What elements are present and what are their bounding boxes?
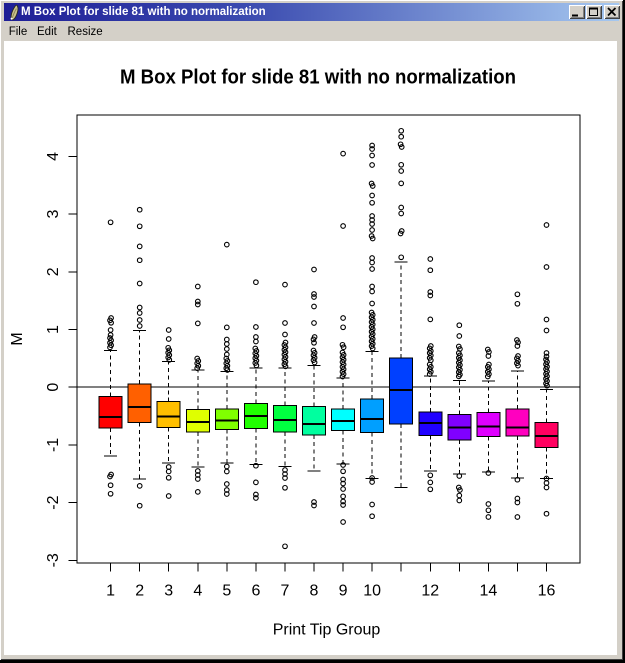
svg-text:3: 3	[164, 583, 173, 600]
svg-text:-2: -2	[45, 495, 62, 509]
svg-text:1: 1	[106, 583, 115, 600]
svg-text:12: 12	[421, 583, 439, 600]
svg-text:0: 0	[45, 383, 62, 392]
svg-text:9: 9	[339, 583, 348, 600]
svg-text:4: 4	[193, 583, 202, 600]
svg-text:6: 6	[251, 583, 260, 600]
svg-text:4: 4	[45, 152, 62, 161]
svg-text:Print Tip Group: Print Tip Group	[273, 622, 381, 639]
svg-text:-3: -3	[45, 553, 62, 567]
svg-text:M: M	[9, 332, 26, 345]
svg-text:2: 2	[45, 267, 62, 276]
svg-text:14: 14	[480, 583, 498, 600]
svg-text:M Box Plot for slide 81 with n: M Box Plot for slide 81 with no normaliz…	[120, 67, 516, 89]
svg-text:-1: -1	[45, 438, 62, 452]
svg-text:8: 8	[310, 583, 319, 600]
svg-text:16: 16	[538, 583, 556, 600]
svg-text:5: 5	[222, 583, 231, 600]
svg-text:2: 2	[135, 583, 144, 600]
svg-text:1: 1	[45, 325, 62, 334]
svg-text:7: 7	[281, 583, 290, 600]
svg-text:10: 10	[363, 583, 381, 600]
svg-text:3: 3	[45, 210, 62, 219]
